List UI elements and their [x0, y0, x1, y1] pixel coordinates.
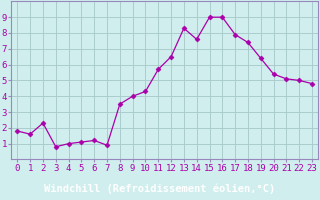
Text: Windchill (Refroidissement éolien,°C): Windchill (Refroidissement éolien,°C) — [44, 183, 276, 194]
